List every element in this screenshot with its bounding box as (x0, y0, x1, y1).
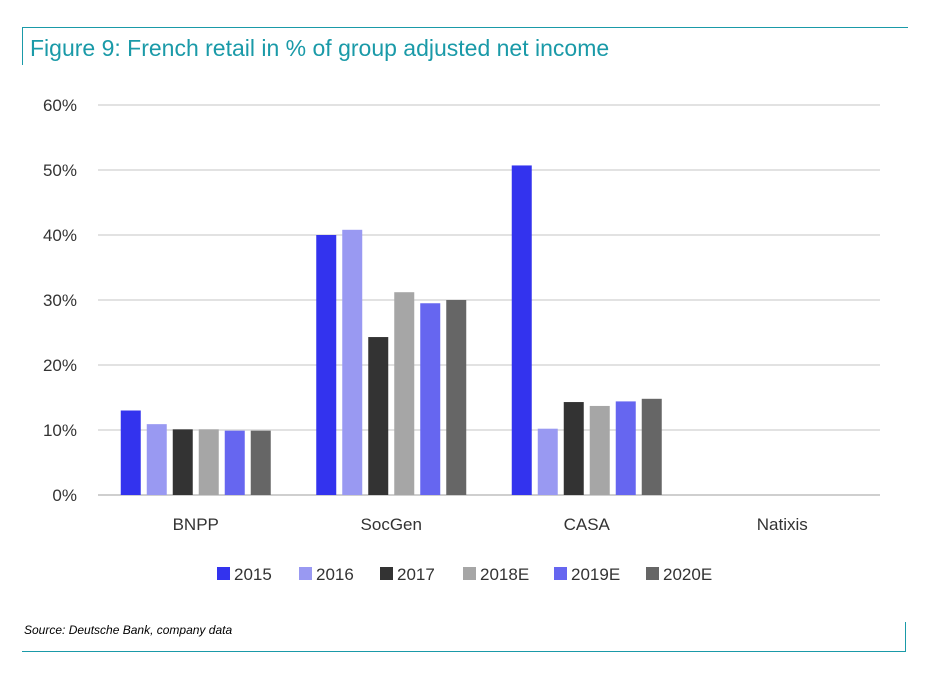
bar-bnpp-2018e (198, 429, 219, 495)
bar-casa-2016 (537, 428, 558, 495)
bar-casa-2017 (563, 402, 584, 495)
y-tick-label: 30% (43, 291, 77, 310)
bar-casa-2020e (641, 398, 662, 495)
frame-top-rule (22, 27, 908, 28)
x-tick-label: CASA (564, 515, 611, 534)
bar-casa-2019e (615, 401, 636, 495)
bar-casa-2018e (589, 405, 610, 495)
frame-bottom-rule (22, 651, 906, 652)
legend-swatch-2016 (299, 567, 312, 580)
legend-swatch-2018e (463, 567, 476, 580)
x-tick-label: Natixis (757, 515, 808, 534)
bar-socgen-2020e (446, 300, 467, 495)
legend-label-2018e: 2018E (480, 565, 529, 584)
y-tick-label: 0% (52, 486, 77, 505)
bar-socgen-2017 (368, 337, 389, 495)
legend-swatch-2015 (217, 567, 230, 580)
source-note: Source: Deutsche Bank, company data (24, 623, 233, 637)
y-tick-label: 20% (43, 356, 77, 375)
legend-swatch-2020e (646, 567, 659, 580)
bar-bnpp-2016 (146, 424, 167, 495)
legend-label-2017: 2017 (397, 565, 435, 584)
x-tick-label: SocGen (361, 515, 422, 534)
legend-label-2020e: 2020E (663, 565, 712, 584)
bar-bnpp-2019e (224, 430, 245, 495)
bar-socgen-2015 (316, 235, 337, 495)
bar-socgen-2018e (394, 292, 415, 495)
legend-swatch-2017 (380, 567, 393, 580)
bar-casa-2015 (511, 165, 532, 495)
frame-left-rule (22, 27, 23, 65)
y-tick-label: 50% (43, 161, 77, 180)
y-tick-label: 10% (43, 421, 77, 440)
frame-right-rule (905, 622, 906, 652)
y-tick-label: 60% (43, 96, 77, 115)
legend-label-2019e: 2019E (571, 565, 620, 584)
bar-bnpp-2020e (250, 430, 271, 495)
legend-label-2015: 2015 (234, 565, 272, 584)
bar-socgen-2016 (342, 229, 363, 496)
bar-bnpp-2017 (172, 429, 193, 495)
bar-socgen-2019e (420, 303, 441, 495)
chart-title: Figure 9: French retail in % of group ad… (30, 35, 610, 61)
legend-swatch-2019e (554, 567, 567, 580)
bar-bnpp-2015 (120, 410, 141, 495)
y-tick-label: 40% (43, 226, 77, 245)
x-tick-label: BNPP (173, 515, 219, 534)
legend-label-2016: 2016 (316, 565, 354, 584)
